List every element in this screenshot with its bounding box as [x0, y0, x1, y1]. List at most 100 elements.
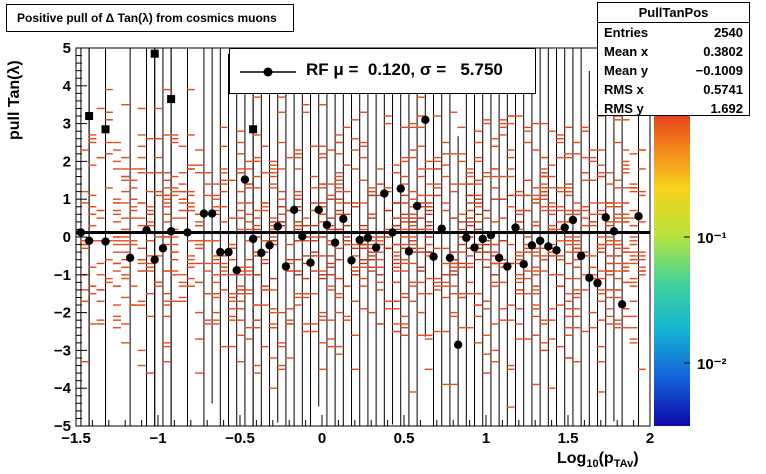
data-point — [330, 238, 340, 247]
data-point — [183, 228, 192, 237]
y-tick-label: 5 — [63, 40, 71, 57]
data-point — [617, 300, 627, 309]
legend: RF μ = 0.120, σ = 5.750 — [229, 48, 536, 94]
data-point — [429, 252, 438, 261]
data-point — [76, 228, 86, 237]
data-point — [84, 236, 94, 245]
y-axis-title: pull Tan(λ) — [6, 60, 24, 140]
data-point — [306, 258, 315, 267]
data-point — [166, 227, 176, 236]
x-tick-label: 1 — [482, 430, 490, 447]
data-point — [101, 237, 110, 246]
x-tick-label: 1.5 — [558, 430, 579, 447]
data-point — [437, 224, 446, 233]
data-point — [314, 205, 323, 214]
y-tick-label: −1 — [54, 267, 71, 284]
x-tick-label: −1.5 — [61, 430, 91, 447]
legend-marker-icon — [240, 67, 296, 77]
y-tick-label: 4 — [63, 78, 72, 95]
stats-value: −0.1009 — [695, 63, 743, 78]
data-point — [371, 243, 381, 252]
data-point — [265, 241, 274, 250]
data-point — [216, 247, 225, 257]
data-point — [142, 225, 151, 235]
stats-row-rms-x: RMS x 0.5741 — [598, 80, 749, 99]
data-point — [347, 256, 356, 265]
data-point — [609, 227, 619, 236]
stats-row-rms-y: RMS y 1.692 — [598, 99, 749, 118]
data-point — [511, 223, 520, 232]
stats-label: Mean y — [604, 63, 649, 78]
data-point — [150, 255, 159, 264]
data-point — [363, 233, 373, 242]
y-tick-label: −3 — [54, 342, 71, 359]
legend-label: RF μ = 0.120, σ = 5.750 — [306, 60, 503, 79]
x-tick-label: −0.5 — [225, 430, 255, 447]
data-point — [273, 222, 282, 231]
data-point — [355, 235, 364, 245]
data-point — [396, 184, 405, 193]
y-tick-label: −5 — [54, 418, 71, 435]
stats-value: 2540 — [714, 25, 743, 40]
y-tick-label: 0 — [63, 229, 71, 246]
data-point-square — [85, 112, 94, 121]
plot-title-text: Positive pull of Δ Tan(λ) from cosmics m… — [17, 11, 277, 25]
stats-label: RMS x — [604, 82, 644, 97]
data-point — [289, 205, 299, 214]
data-point — [503, 262, 512, 271]
data-point-square — [167, 95, 176, 104]
data-point — [207, 209, 217, 218]
colorbar — [654, 108, 690, 426]
stats-box: PullTanPos Entries 2540 Mean x 0.3802 Me… — [597, 2, 750, 116]
data-point — [388, 228, 397, 237]
data-point — [453, 340, 463, 349]
data-point — [232, 266, 241, 275]
x-tick-label: 0 — [318, 430, 326, 447]
stats-label: RMS y — [604, 101, 644, 116]
y-tick-label: −2 — [54, 305, 71, 322]
data-point — [224, 247, 233, 257]
data-point — [585, 273, 594, 283]
data-point — [257, 248, 266, 258]
stats-label: Entries — [604, 25, 649, 40]
stats-row-mean-x: Mean x 0.3802 — [598, 42, 749, 61]
data-point-square — [249, 125, 258, 134]
data-point — [380, 189, 389, 198]
stats-value: 0.3802 — [703, 44, 743, 59]
stats-value: 1.692 — [710, 101, 743, 116]
data-point — [445, 253, 455, 262]
data-point — [560, 223, 569, 232]
data-point — [412, 201, 422, 211]
data-point — [478, 234, 487, 244]
data-point — [486, 230, 496, 240]
data-point — [298, 232, 307, 241]
data-point — [494, 253, 504, 262]
data-point — [576, 251, 586, 261]
x-axis: −1.5 −1 −0.5 0 0.5 1 1.5 2 — [61, 415, 654, 447]
stats-label: Mean x — [604, 44, 649, 59]
stats-row-mean-y: Mean y −0.1009 — [598, 61, 749, 80]
data-point — [125, 253, 135, 262]
data-point — [281, 262, 291, 271]
plot-title: Positive pull of Δ Tan(λ) from cosmics m… — [6, 4, 294, 32]
data-point — [552, 246, 561, 255]
x-axis-title: Log10(pTAv) — [557, 450, 639, 470]
data-markers — [76, 49, 643, 349]
y-axis: 5 4 3 2 1 0 −1 −2 −3 −4 −5 — [54, 40, 87, 435]
data-point — [421, 115, 430, 125]
data-point — [535, 236, 545, 245]
x-tick-label: −1 — [149, 430, 166, 447]
y-tick-label: 3 — [63, 116, 71, 133]
data-point — [240, 175, 250, 184]
data-point — [601, 213, 610, 222]
data-point — [248, 234, 258, 244]
x-tick-label: 2 — [646, 430, 654, 447]
data-point — [634, 212, 643, 221]
data-point — [593, 278, 602, 288]
data-point — [404, 247, 414, 256]
data-point — [527, 241, 537, 250]
y-axis-title-text: pull Tan(λ) — [6, 60, 23, 140]
data-point — [470, 243, 479, 252]
data-point-square — [101, 125, 110, 134]
